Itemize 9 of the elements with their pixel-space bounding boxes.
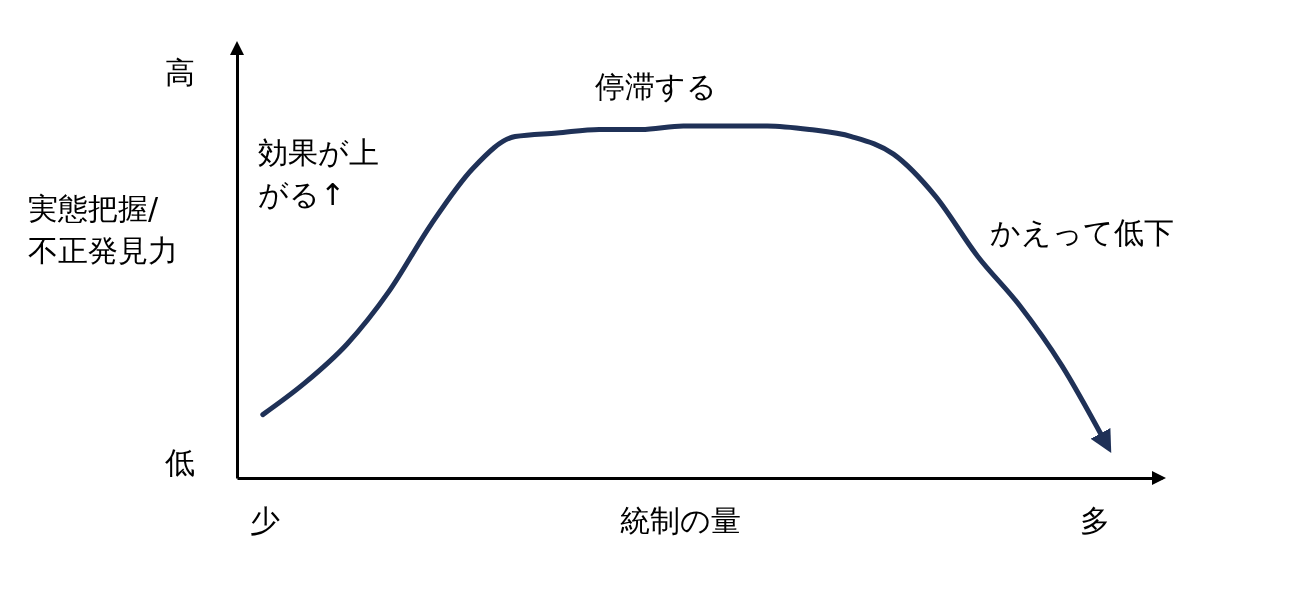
text: 少 [250,503,280,538]
text: 高 [165,55,195,90]
annotation: かえって低下 [990,215,1174,250]
x-axis-title: 統制の量 [619,503,741,538]
y-axis-title: 実態把握/不正発見力 [28,191,178,268]
text: 低 [165,445,195,480]
text: 多 [1080,503,1110,538]
annotation: 効果が上がる↑ [258,135,379,212]
text: 停滞する [595,69,717,104]
